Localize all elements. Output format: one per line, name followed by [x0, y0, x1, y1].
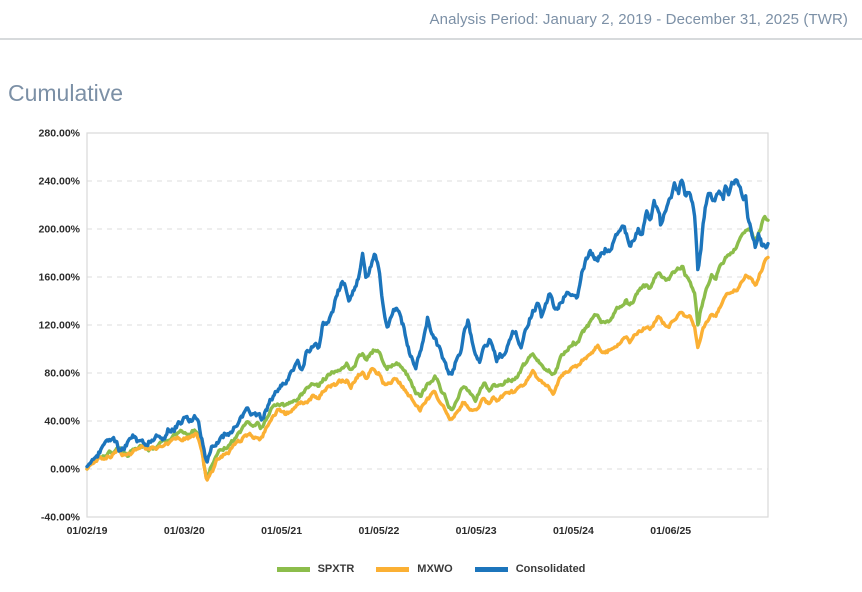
- analysis-period-label: Analysis Period: January 2, 2019 - Decem…: [429, 10, 848, 28]
- x-tick-label: 01/06/25: [650, 525, 691, 537]
- y-tick-label: -40.00%: [41, 512, 81, 524]
- series-line-mxwo: [85, 255, 770, 482]
- y-tick-label: 280.00%: [39, 128, 81, 140]
- y-tick-label: 0.00%: [50, 464, 80, 476]
- legend-item-mxwo: MXWO: [376, 563, 453, 575]
- y-tick-label: 40.00%: [44, 416, 80, 428]
- y-tick-label: 200.00%: [39, 224, 81, 236]
- x-tick-label: 01/05/21: [261, 525, 302, 537]
- legend-label-mxwo: MXWO: [417, 563, 453, 575]
- legend-item-consolidated: Consolidated: [474, 563, 586, 575]
- legend-swatch-mxwo: [376, 566, 410, 572]
- y-tick-label: 240.00%: [39, 176, 81, 188]
- x-tick-label: 01/05/23: [456, 525, 497, 537]
- header-bar: Analysis Period: January 2, 2019 - Decem…: [0, 0, 862, 40]
- legend-label-consolidated: Consolidated: [515, 563, 586, 575]
- legend-label-spxtr: SPXTR: [317, 563, 355, 575]
- page-title: Cumulative: [8, 80, 124, 106]
- legend-swatch-consolidated: [474, 566, 508, 572]
- series-line-spxtr: [85, 214, 770, 481]
- x-tick-label: 01/03/20: [164, 525, 205, 537]
- chart-legend: SPXTR MXWO Consolidated: [0, 563, 862, 575]
- y-tick-label: 80.00%: [44, 368, 80, 380]
- x-tick-label: 01/05/22: [358, 525, 399, 537]
- y-tick-label: 160.00%: [39, 272, 81, 284]
- plot-border: [86, 132, 769, 518]
- x-tick-label: 01/05/24: [553, 525, 594, 537]
- legend-swatch-spxtr: [276, 566, 310, 572]
- legend-item-spxtr: SPXTR: [276, 563, 355, 575]
- series-line-consolidated: [85, 178, 770, 469]
- x-tick-label: 01/02/19: [67, 525, 108, 537]
- y-tick-label: 120.00%: [39, 320, 81, 332]
